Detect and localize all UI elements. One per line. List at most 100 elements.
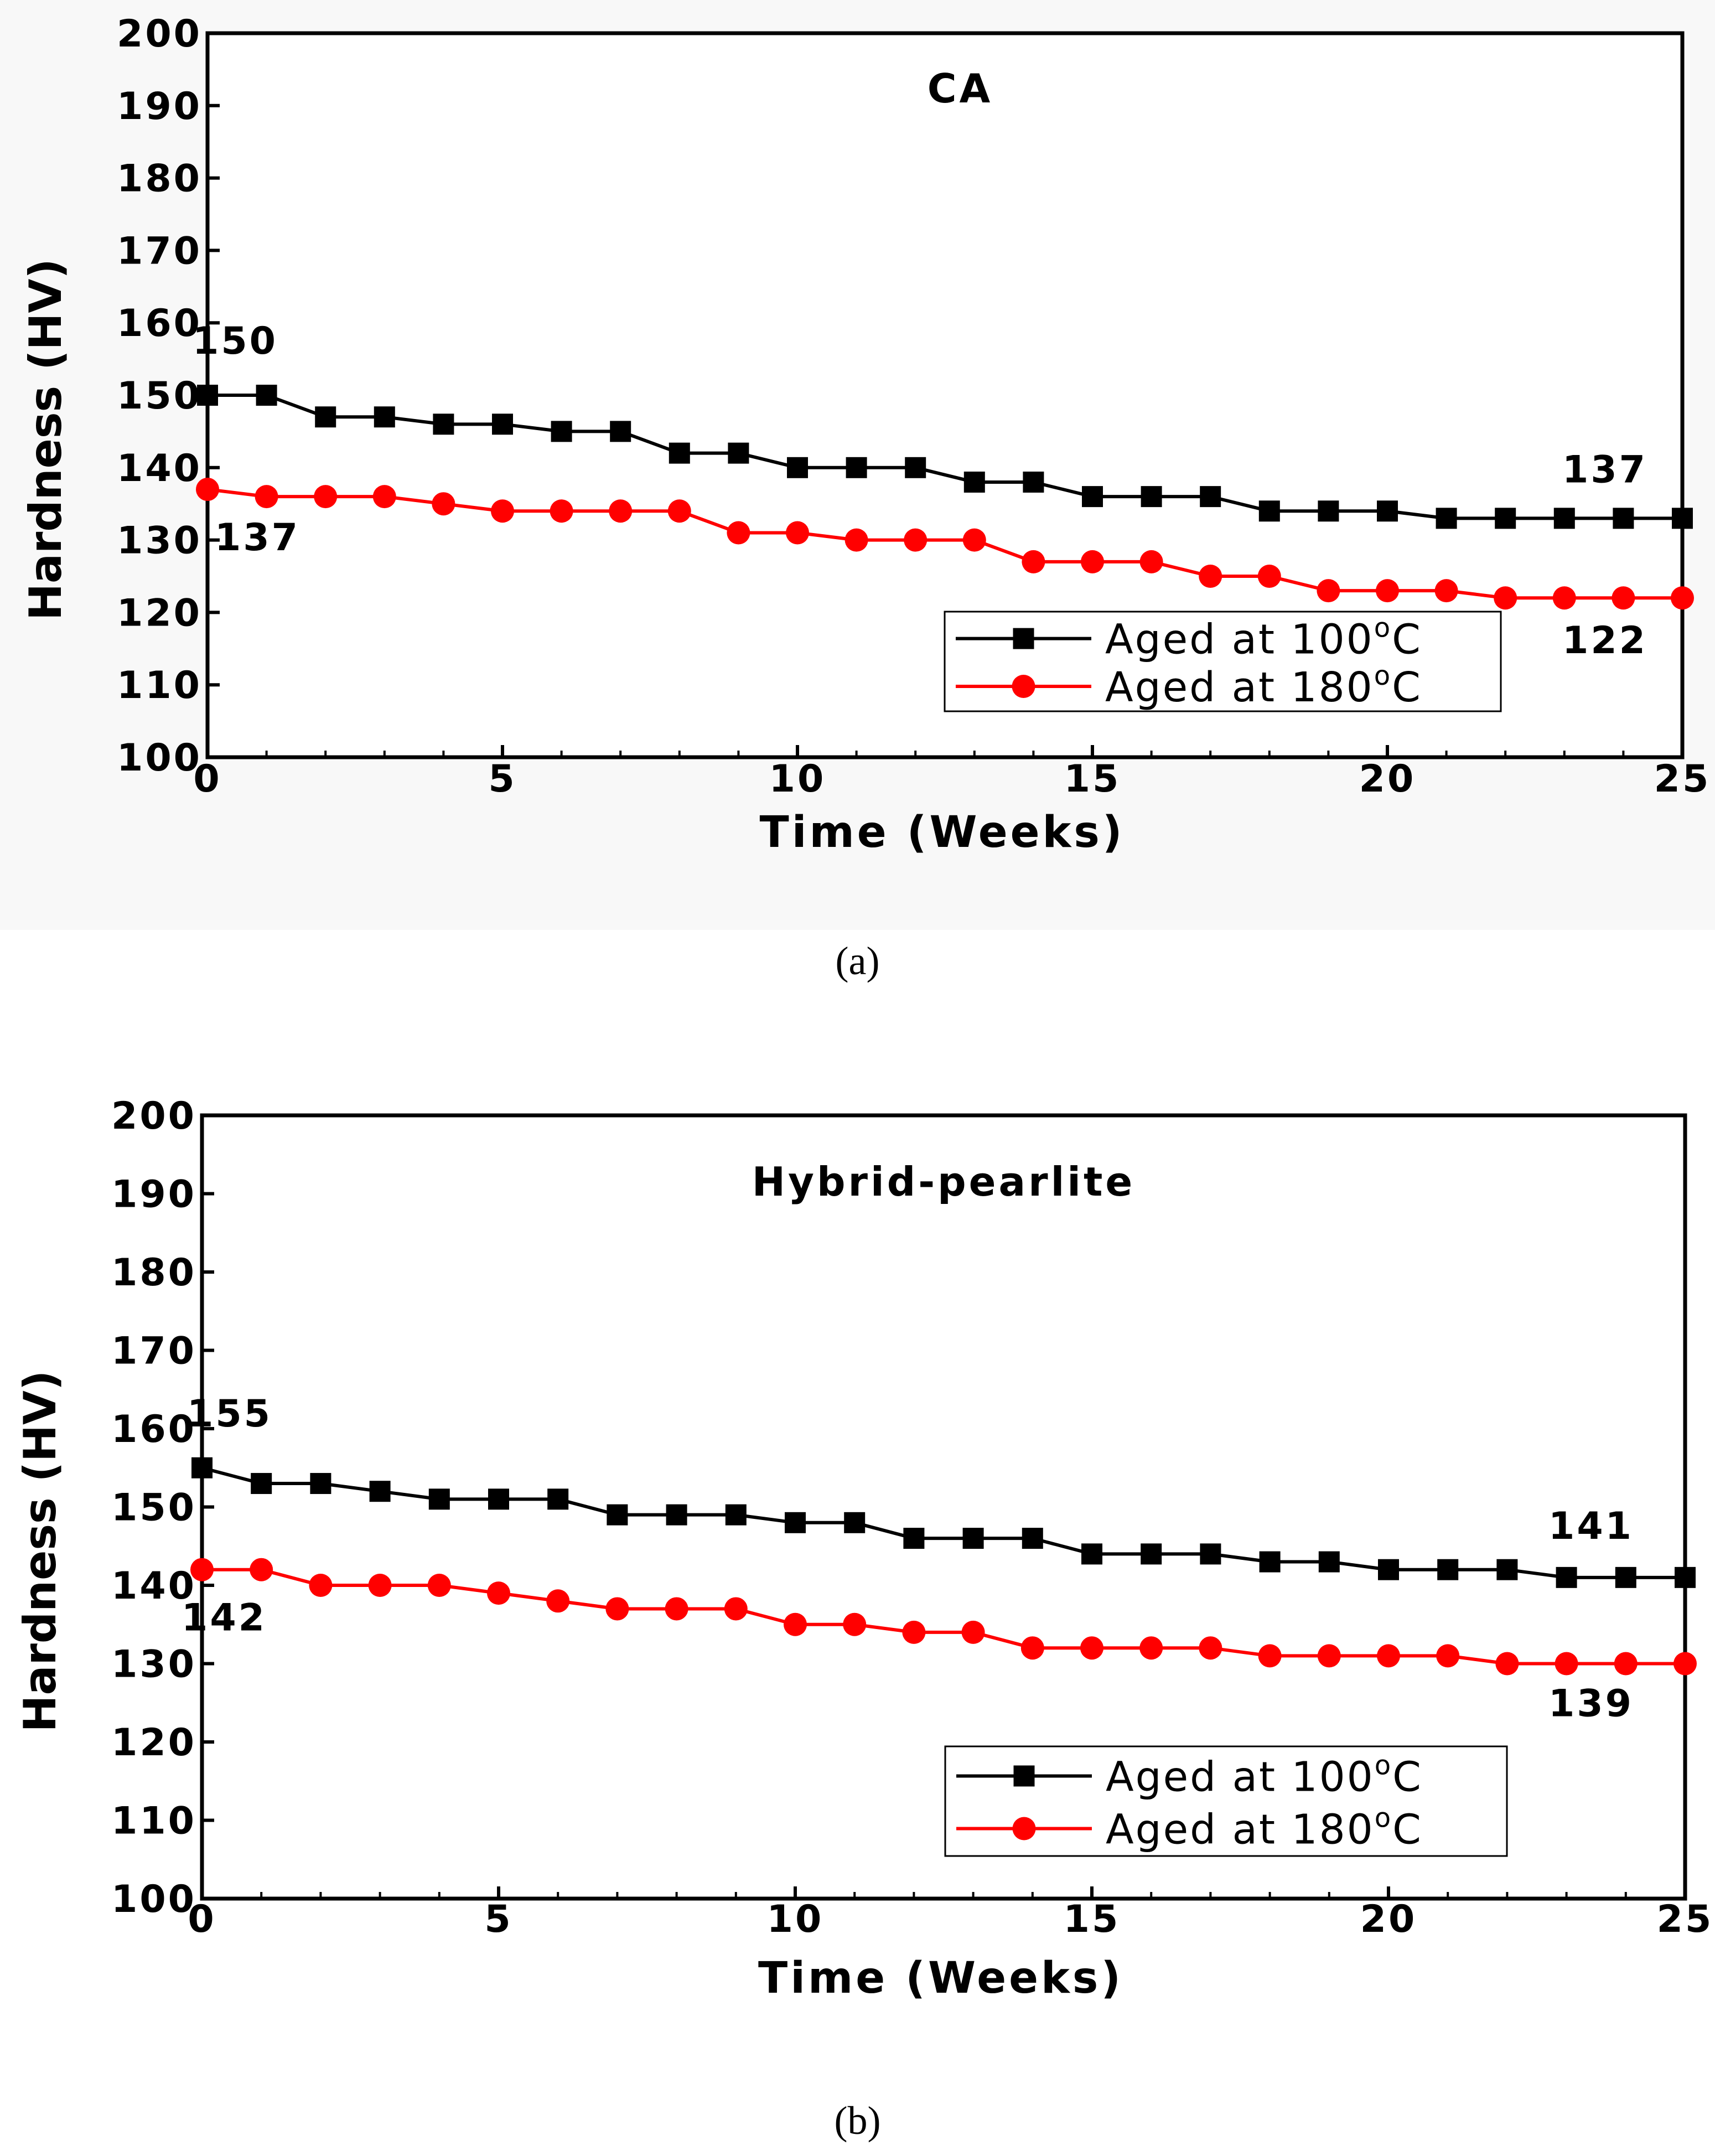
data-point-b-1-18 bbox=[1258, 1644, 1282, 1668]
y-tick-label-b-100: 100 bbox=[111, 1878, 196, 1921]
data-point-a-0-8 bbox=[669, 442, 690, 464]
y-tick-label-a-140: 140 bbox=[117, 447, 202, 490]
data-point-a-1-24 bbox=[1612, 586, 1635, 610]
chart-panel-b: 100 110 120 130 140 150 160 170 180 190 200 0 5 10 15 2… bbox=[0, 1079, 1715, 2054]
y-tick-label-a-120: 120 bbox=[117, 591, 202, 635]
data-point-a-0-24 bbox=[1613, 508, 1634, 529]
data-point-a-0-12 bbox=[905, 457, 926, 478]
data-point-a-0-18 bbox=[1258, 500, 1280, 522]
data-point-a-1-10 bbox=[786, 521, 809, 545]
legend-box-b bbox=[944, 1745, 1508, 1857]
data-point-a-1-2 bbox=[314, 485, 338, 509]
data-point-b-0-17 bbox=[1200, 1543, 1221, 1565]
data-point-b-0-18 bbox=[1259, 1551, 1281, 1573]
data-point-b-1-12 bbox=[902, 1620, 926, 1644]
data-point-b-0-3 bbox=[369, 1481, 391, 1502]
series-a-0 bbox=[197, 385, 1693, 529]
data-point-b-0-10 bbox=[785, 1512, 806, 1533]
data-point-b-1-10 bbox=[784, 1612, 807, 1636]
legend-marker-a-1 bbox=[1012, 675, 1035, 698]
data-point-b-1-4 bbox=[427, 1574, 451, 1597]
data-point-b-0-8 bbox=[666, 1504, 687, 1526]
data-point-a-1-22 bbox=[1494, 586, 1517, 610]
data-point-a-0-22 bbox=[1495, 508, 1516, 529]
data-point-b-0-0 bbox=[191, 1457, 213, 1478]
data-point-b-0-12 bbox=[903, 1528, 925, 1549]
data-point-b-1-23 bbox=[1555, 1652, 1578, 1676]
data-point-b-1-2 bbox=[309, 1574, 333, 1597]
data-point-b-0-19 bbox=[1318, 1551, 1340, 1573]
data-point-a-1-16 bbox=[1139, 550, 1163, 573]
data-point-b-0-21 bbox=[1437, 1559, 1459, 1580]
y-tick-label-b-110: 110 bbox=[111, 1800, 196, 1843]
data-label-a-3: 122 bbox=[1562, 619, 1647, 663]
data-point-a-1-11 bbox=[844, 528, 868, 552]
y-tick-label-b-180: 180 bbox=[111, 1251, 196, 1295]
data-point-b-0-13 bbox=[962, 1528, 984, 1549]
x-tick-label-b-25: 25 bbox=[1657, 1898, 1714, 1941]
x-tick-label-a-15: 15 bbox=[1064, 757, 1121, 801]
x-tick-label-b-20: 20 bbox=[1360, 1898, 1417, 1941]
x-tick-label-a-25: 25 bbox=[1654, 757, 1711, 801]
data-point-b-0-11 bbox=[844, 1512, 866, 1533]
data-point-a-1-25 bbox=[1671, 586, 1694, 610]
data-label-b-0: 155 bbox=[187, 1392, 272, 1436]
data-point-b-1-24 bbox=[1614, 1652, 1638, 1676]
data-point-a-1-19 bbox=[1317, 579, 1340, 603]
legend-label-a-0: Aged at 100oC bbox=[1105, 613, 1422, 664]
y-axis-title-a: Hardness (HV) bbox=[20, 258, 71, 621]
data-point-a-0-11 bbox=[846, 457, 867, 478]
x-axis-title-a: Time (Weeks) bbox=[760, 808, 1125, 857]
data-point-b-1-11 bbox=[843, 1612, 867, 1636]
data-point-b-0-25 bbox=[1675, 1566, 1696, 1588]
series-a-1 bbox=[196, 478, 1694, 610]
data-point-a-0-6 bbox=[551, 421, 572, 442]
data-point-a-0-16 bbox=[1141, 486, 1162, 508]
y-tick-label-b-200: 200 bbox=[111, 1094, 196, 1138]
y-tick-label-b-190: 190 bbox=[111, 1173, 196, 1217]
x-tick-label-b-0: 0 bbox=[188, 1898, 216, 1941]
data-point-a-0-15 bbox=[1082, 486, 1103, 508]
x-tick-label-b-10: 10 bbox=[767, 1898, 824, 1941]
legend-label-b-1: Aged at 180oC bbox=[1106, 1803, 1423, 1854]
data-point-b-1-6 bbox=[546, 1589, 570, 1613]
chart-panel-a: 100 110 120 130 140 150 160 170 180 190 200 0 5 10 15 2… bbox=[0, 0, 1715, 930]
data-point-b-1-5 bbox=[487, 1581, 510, 1605]
legend-label-a-1: Aged at 180oC bbox=[1105, 660, 1422, 711]
data-point-a-0-25 bbox=[1672, 508, 1693, 529]
data-point-b-1-3 bbox=[368, 1574, 392, 1597]
data-point-a-0-17 bbox=[1200, 486, 1221, 508]
y-tick-label-a-160: 160 bbox=[117, 302, 202, 345]
data-label-a-2: 137 bbox=[1562, 448, 1647, 492]
data-point-a-0-23 bbox=[1553, 508, 1575, 529]
data-point-a-1-3 bbox=[372, 485, 396, 509]
legend-marker-b-0 bbox=[1013, 1765, 1035, 1787]
series-b-1 bbox=[190, 1558, 1697, 1676]
data-point-b-1-1 bbox=[250, 1558, 273, 1581]
caption-b: (b) bbox=[834, 2098, 881, 2143]
data-point-b-0-15 bbox=[1081, 1543, 1102, 1565]
data-point-a-0-4 bbox=[433, 413, 454, 435]
y-tick-label-a-200: 200 bbox=[117, 12, 202, 56]
data-point-a-1-15 bbox=[1081, 550, 1104, 573]
x-tick-label-a-20: 20 bbox=[1359, 757, 1416, 801]
data-point-b-1-14 bbox=[1020, 1636, 1044, 1660]
data-point-a-1-1 bbox=[255, 485, 278, 509]
data-point-a-1-18 bbox=[1257, 565, 1281, 588]
data-point-a-0-1 bbox=[256, 385, 277, 406]
data-label-b-2: 141 bbox=[1548, 1504, 1634, 1548]
data-point-b-0-2 bbox=[310, 1473, 331, 1495]
data-point-b-1-13 bbox=[961, 1620, 985, 1644]
data-point-a-1-17 bbox=[1199, 565, 1222, 588]
data-point-b-0-22 bbox=[1496, 1559, 1518, 1580]
data-point-b-1-25 bbox=[1673, 1652, 1697, 1676]
data-point-b-0-9 bbox=[725, 1504, 747, 1526]
x-tick-label-a-5: 5 bbox=[488, 757, 516, 801]
data-point-a-0-13 bbox=[963, 471, 985, 493]
chart-b-svg: 100 110 120 130 140 150 160 170 180 190 200 0 5 10 15 2… bbox=[14, 1094, 1714, 2003]
y-tick-label-b-170: 170 bbox=[111, 1330, 196, 1373]
y-tick-label-a-110: 110 bbox=[117, 664, 202, 707]
x-tick-label-a-0: 0 bbox=[193, 757, 221, 801]
data-point-a-0-5 bbox=[492, 413, 513, 435]
y-tick-label-b-160: 160 bbox=[111, 1408, 196, 1451]
